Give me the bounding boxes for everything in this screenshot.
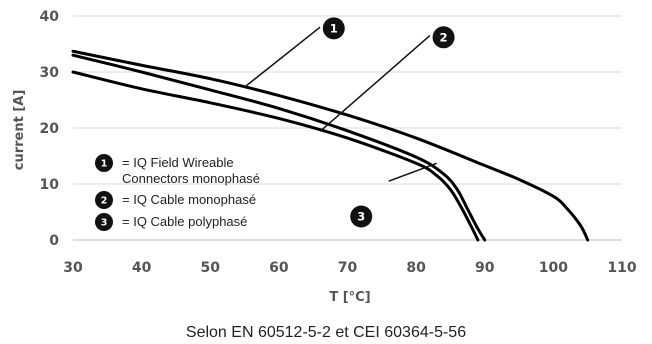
tick-layer: 0 10 20 30 40 30 40 50 60 70 80 90 100 110 bbox=[40, 9, 637, 276]
y-tick-label-40: 40 bbox=[40, 9, 60, 25]
legend-marker-2-label: 2 bbox=[101, 195, 108, 206]
leader-line-3 bbox=[388, 162, 437, 182]
series-line-3 bbox=[71, 70, 480, 242]
x-tick-label-110: 110 bbox=[607, 260, 636, 276]
leader-line-1 bbox=[244, 26, 321, 88]
marker-2: 2 bbox=[432, 26, 455, 49]
series-layer bbox=[71, 49, 590, 242]
legend-marker-3-circle bbox=[95, 213, 113, 231]
marker-3-label: 3 bbox=[357, 210, 365, 224]
legend-marker-1-label: 1 bbox=[101, 158, 108, 169]
y-tick-label-20: 20 bbox=[40, 121, 60, 137]
chart-caption: Selon EN 60512-5-2 et CEI 60364-5-56 bbox=[186, 324, 466, 341]
x-tick-label-100: 100 bbox=[539, 260, 568, 276]
marker-2-label: 2 bbox=[440, 30, 448, 44]
marker-1-circle bbox=[322, 17, 345, 40]
y-tick-label-0: 0 bbox=[49, 233, 59, 249]
legend-marker-2-circle bbox=[95, 191, 113, 209]
y-tick-label-10: 10 bbox=[40, 177, 60, 193]
x-tick-label-90: 90 bbox=[475, 260, 495, 276]
marker-layer: 1 2 3 bbox=[244, 17, 455, 228]
marker-1-label: 1 bbox=[330, 22, 338, 36]
series-line-1 bbox=[71, 49, 590, 242]
legend-entry-3-line-1: = IQ Cable polyphasé bbox=[122, 214, 247, 229]
x-tick-label-60: 60 bbox=[269, 260, 289, 276]
x-tick-label-40: 40 bbox=[132, 260, 152, 276]
marker-3: 3 bbox=[350, 205, 373, 228]
legend-entry-1-line-1: = IQ Field Wireable bbox=[122, 155, 234, 170]
legend-entry-1-line-2: Connectors monophasé bbox=[122, 171, 260, 186]
y-axis-title: current [A] bbox=[12, 90, 27, 171]
marker-2-circle bbox=[432, 26, 455, 49]
x-tick-label-70: 70 bbox=[338, 260, 358, 276]
x-tick-label-30: 30 bbox=[63, 260, 83, 276]
legend-entry-2-line-1: = IQ Cable monophasé bbox=[122, 192, 256, 207]
marker-3-circle bbox=[350, 205, 373, 228]
leader-line-2 bbox=[319, 35, 431, 132]
x-axis-title: T [°C] bbox=[329, 290, 370, 305]
legend-marker-1-circle bbox=[95, 154, 113, 172]
legend-marker-3-label: 3 bbox=[101, 217, 108, 228]
marker-1: 1 bbox=[322, 17, 345, 40]
x-tick-label-50: 50 bbox=[201, 260, 221, 276]
legend-marker-2: 2 bbox=[95, 191, 113, 209]
legend-marker-3: 3 bbox=[95, 213, 113, 231]
legend-marker-1: 1 bbox=[95, 154, 113, 172]
y-tick-label-30: 30 bbox=[40, 65, 60, 81]
x-tick-label-80: 80 bbox=[406, 260, 426, 276]
series-line-2 bbox=[71, 53, 487, 242]
